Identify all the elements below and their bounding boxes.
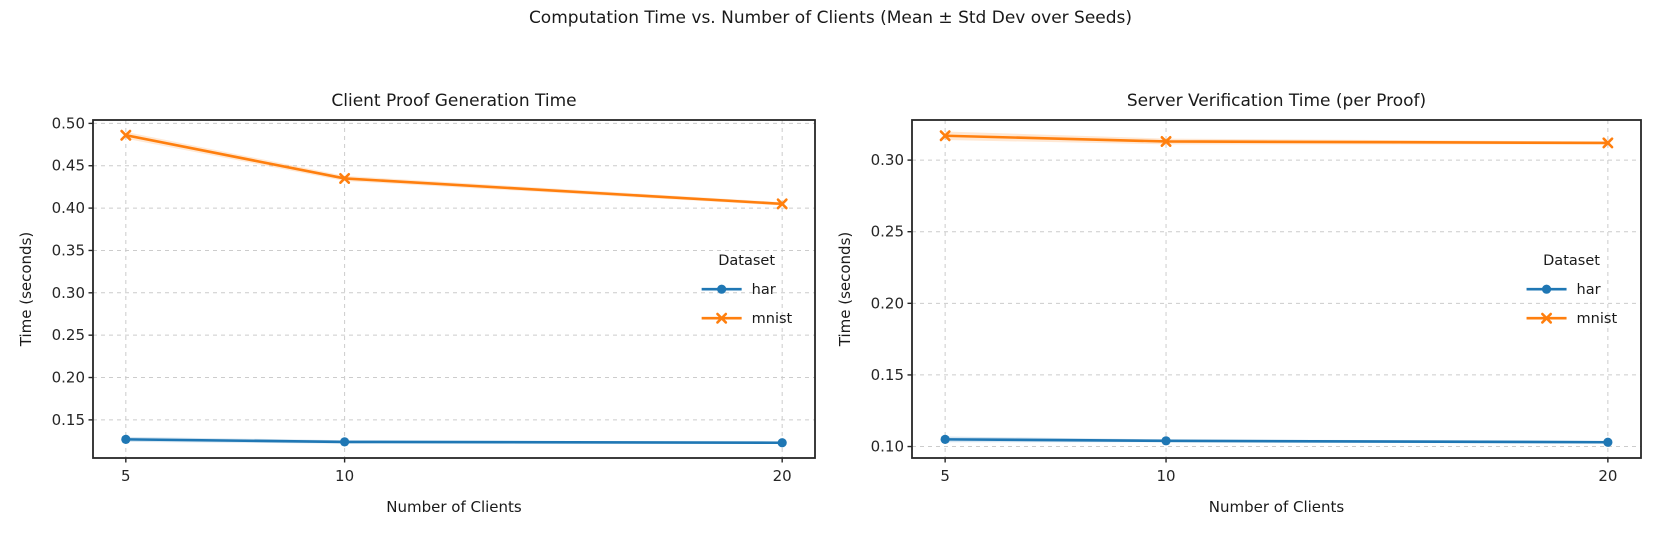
- y-tick-label: 0.10: [871, 438, 904, 456]
- figure-title: Computation Time vs. Number of Clients (…: [528, 8, 1133, 28]
- chart-title: Server Verification Time (per Proof): [1127, 91, 1426, 111]
- y-tick-label: 0.40: [52, 199, 85, 217]
- series-marker-mnist: [1160, 135, 1172, 147]
- y-tick-label: 0.30: [871, 151, 904, 169]
- y-tick-label: 0.20: [871, 294, 904, 312]
- series-marker-har: [340, 437, 350, 447]
- series-marker-mnist: [1602, 137, 1614, 149]
- series-marker-har: [940, 434, 950, 444]
- y-tick-label: 0.35: [52, 241, 85, 259]
- y-tick-label: 0.25: [871, 223, 904, 241]
- series-marker-har: [1603, 437, 1613, 447]
- series-marker-mnist: [339, 172, 351, 184]
- plot-frame: [911, 119, 1642, 459]
- y-tick-label: 0.15: [871, 366, 904, 384]
- legend-title: Dataset: [718, 253, 775, 269]
- x-tick-label: 5: [121, 467, 131, 485]
- y-tick-label: 0.50: [52, 114, 85, 132]
- legend-title: Dataset: [1543, 253, 1600, 269]
- legend-marker-har: [1541, 284, 1552, 294]
- legend-marker-mnist: [716, 312, 728, 324]
- series-marker-har: [1161, 436, 1171, 446]
- legend-label-mnist: mnist: [1577, 311, 1618, 327]
- x-tick-label: 10: [1156, 467, 1175, 485]
- legend-marker-har: [717, 284, 727, 294]
- legend-label-mnist: mnist: [752, 311, 793, 327]
- series-marker-mnist: [776, 198, 788, 210]
- y-tick-label: 0.45: [52, 157, 85, 175]
- y-tick-label: 0.20: [52, 369, 85, 387]
- legend-marker-mnist: [1541, 312, 1553, 324]
- plot-frame: [92, 119, 816, 459]
- series-marker-har: [777, 438, 787, 448]
- legend-label-har: har: [1577, 282, 1601, 298]
- x-tick-label: 20: [773, 467, 792, 485]
- series-marker-har: [121, 434, 131, 444]
- series-marker-mnist: [120, 129, 132, 141]
- x-tick-label: 10: [335, 467, 354, 485]
- series-marker-mnist: [939, 130, 951, 142]
- x-axis-label: Number of Clients: [1209, 498, 1345, 516]
- x-axis-label: Number of Clients: [386, 498, 522, 516]
- chart-title: Client Proof Generation Time: [331, 91, 576, 111]
- x-tick-label: 5: [940, 467, 950, 485]
- y-tick-label: 0.30: [52, 284, 85, 302]
- y-tick-label: 0.25: [52, 326, 85, 344]
- y-tick-label: 0.15: [52, 411, 85, 429]
- x-tick-label: 20: [1598, 467, 1617, 485]
- y-axis-label: Time (seconds): [17, 232, 35, 348]
- y-axis-label: Time (seconds): [836, 232, 854, 348]
- legend-label-har: har: [752, 282, 776, 298]
